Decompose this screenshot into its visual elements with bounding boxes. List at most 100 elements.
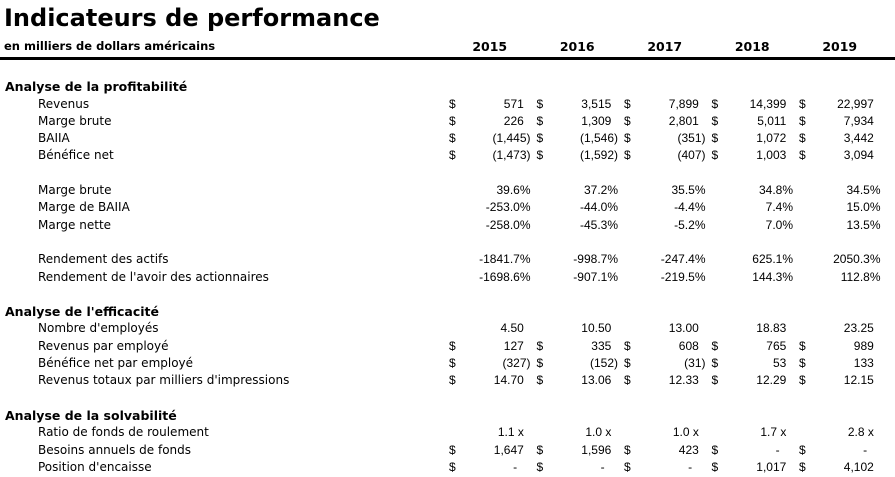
- table-row: Revenus par employé $127 $335 $608 $765 $…: [0, 338, 895, 355]
- table-row: Revenus $571 $3,515 $7,899 $14,399 $22,99…: [0, 96, 895, 113]
- dollar-sign: $: [711, 373, 719, 388]
- table-cell: $ (31): [624, 355, 712, 372]
- cell-value: 12.29: [756, 373, 793, 388]
- spacer-row: [0, 234, 895, 251]
- dollar-sign: $: [449, 373, 456, 388]
- table-cell: 4.50: [449, 320, 537, 337]
- table-row: Ratio de fonds de roulement 1.1 x 1.0 x 1…: [0, 424, 895, 441]
- dollar-sign: $: [536, 113, 544, 128]
- table-row: BAIIA $ (1,445) $ (1,546) $ (351) $1,072 $3,442: [0, 130, 895, 147]
- cell-value: 133: [853, 356, 881, 371]
- table-cell: $226: [449, 113, 537, 130]
- cell-value: (351): [677, 131, 706, 146]
- table-cell: $ (1,473): [449, 147, 537, 164]
- row-label: Bénéfice net: [38, 148, 114, 163]
- cell-value: -219.5%: [660, 269, 706, 284]
- cell-value: 37.2%: [583, 183, 618, 198]
- table-cell: 34.8%: [712, 182, 800, 199]
- cell-value: 34.5%: [846, 183, 881, 198]
- table-cell: $ -: [624, 459, 712, 476]
- table-cell: $14.70: [449, 372, 537, 389]
- table-cell: $14,399: [712, 96, 800, 113]
- cell-value: 22,997: [837, 96, 881, 111]
- dollar-sign: $: [624, 113, 631, 128]
- cell-value: 127: [503, 338, 531, 353]
- year-header: 2019: [822, 39, 858, 54]
- row-label: Position d'encaisse: [38, 459, 152, 474]
- dollar-sign: $: [799, 131, 806, 146]
- table-cell: 35.5%: [624, 182, 712, 199]
- dollar-sign: $: [449, 131, 456, 146]
- dollar-sign: $: [711, 148, 719, 163]
- table-cell: -907.1%: [537, 269, 625, 286]
- cell-value: -253.0%: [485, 200, 531, 215]
- table-cell: 34.5%: [799, 182, 887, 199]
- cell-value: 18.83: [756, 321, 793, 336]
- cell-value: 13.06: [581, 373, 618, 388]
- cell-value: (1,546): [579, 131, 618, 146]
- table-cell: 1.0 x: [537, 424, 625, 441]
- dollar-sign: $: [624, 148, 631, 163]
- table-cell: -998.7%: [537, 251, 625, 268]
- report-header: Indicateurs de performance en milliers d…: [0, 0, 895, 60]
- dollar-sign: $: [536, 442, 544, 457]
- cell-value: 2.8 x: [847, 425, 881, 440]
- dollar-sign: $: [799, 459, 806, 474]
- cell-value: 1.1 x: [497, 425, 531, 440]
- row-label: Revenus totaux par milliers d'impression…: [38, 373, 290, 388]
- dollar-sign: $: [536, 338, 544, 353]
- table-row: Bénéfice net $ (1,473) $ (1,592) $ (407) $1,003…: [0, 147, 895, 164]
- row-label: Marge brute: [38, 113, 112, 128]
- table-cell: 7.0%: [712, 217, 800, 234]
- table-cell: 112.8%: [799, 269, 887, 286]
- table-cell: 23.25: [799, 320, 887, 337]
- table-row: Marge brute $226 $1,309 $2,801 $5,011 $7,…: [0, 113, 895, 130]
- table-cell: $4,102: [799, 459, 887, 476]
- table-cell: -5.2%: [624, 217, 712, 234]
- dollar-sign: $: [449, 148, 456, 163]
- cell-value: (1,445): [492, 131, 531, 146]
- row-label: Bénéfice net par employé: [38, 356, 194, 371]
- table-row: Marge nette -258.0% -45.3% -5.2% 7.0% 13.5%: [0, 217, 895, 234]
- dollar-sign: $: [449, 442, 456, 457]
- cell-value: -: [863, 442, 881, 457]
- table-cell: $ -: [449, 459, 537, 476]
- year-header: 2016: [559, 39, 595, 54]
- table-cell: $3,442: [799, 130, 887, 147]
- table-cell: $765: [712, 338, 800, 355]
- dollar-sign: $: [799, 356, 806, 371]
- row-label: Marge brute: [38, 183, 112, 198]
- table-cell: 18.83: [712, 320, 800, 337]
- dollar-sign: $: [449, 356, 456, 371]
- table-cell: $ (152): [537, 355, 625, 372]
- cell-value: 10.50: [581, 321, 618, 336]
- dollar-sign: $: [449, 96, 456, 111]
- dollar-sign: $: [711, 131, 719, 146]
- table-cell: $2,801: [624, 113, 712, 130]
- table-row: Revenus totaux par milliers d'impression…: [0, 372, 895, 389]
- dollar-sign: $: [711, 356, 719, 371]
- table-cell: $ (407): [624, 147, 712, 164]
- table-row: Rendement des actifs -1841.7% -998.7% -247.…: [0, 251, 895, 268]
- table-cell: -1841.7%: [449, 251, 537, 268]
- table-cell: $ (1,445): [449, 130, 537, 147]
- section-heading-row: Analyse de la profitabilité: [0, 78, 895, 95]
- table-cell: -253.0%: [449, 199, 537, 216]
- dollar-sign: $: [799, 338, 806, 353]
- cell-value: 3,094: [843, 148, 881, 163]
- table-cell: $ -: [537, 459, 625, 476]
- table-cell: 7.4%: [712, 199, 800, 216]
- dollar-sign: $: [711, 338, 719, 353]
- table-row: Position d'encaisse $ - $ - $ - $1,017 $4,10…: [0, 459, 895, 476]
- spacer-row: [0, 390, 895, 407]
- cell-value: (152): [589, 356, 618, 371]
- cell-value: 2050.3%: [833, 252, 881, 267]
- table-cell: -45.3%: [537, 217, 625, 234]
- table-cell: 144.3%: [712, 269, 800, 286]
- cell-value: -: [513, 459, 531, 474]
- dollar-sign: $: [449, 338, 456, 353]
- cell-value: 3,515: [581, 96, 618, 111]
- cell-value: 1,072: [756, 131, 793, 146]
- cell-value: 571: [503, 96, 531, 111]
- table-cell: $ -: [712, 442, 800, 459]
